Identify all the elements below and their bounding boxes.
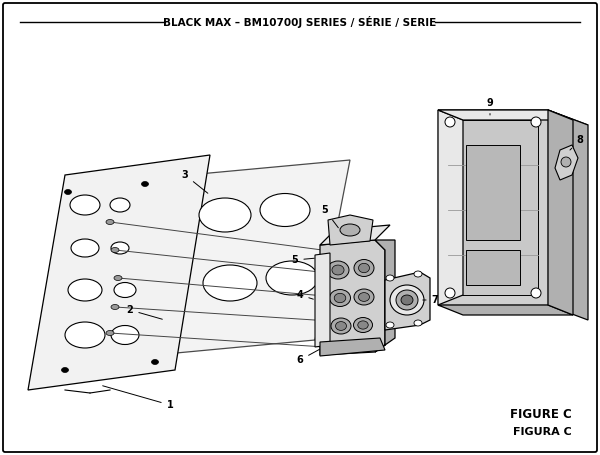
Polygon shape [438, 110, 588, 125]
Ellipse shape [111, 325, 139, 344]
Ellipse shape [386, 322, 394, 328]
Polygon shape [548, 110, 588, 320]
Ellipse shape [111, 304, 119, 309]
Ellipse shape [354, 289, 374, 305]
Ellipse shape [332, 265, 344, 275]
Text: 2: 2 [127, 305, 163, 319]
Ellipse shape [340, 224, 360, 236]
Polygon shape [385, 272, 430, 330]
Ellipse shape [359, 263, 370, 273]
Polygon shape [315, 253, 330, 347]
Text: FIGURA C: FIGURA C [513, 427, 572, 437]
Ellipse shape [386, 275, 394, 281]
Text: 8: 8 [570, 135, 583, 150]
Ellipse shape [106, 330, 114, 335]
Ellipse shape [445, 288, 455, 298]
Polygon shape [328, 215, 373, 245]
Ellipse shape [396, 290, 418, 310]
Ellipse shape [114, 275, 122, 280]
Text: 1: 1 [103, 386, 173, 410]
Polygon shape [320, 338, 385, 356]
Ellipse shape [114, 283, 136, 298]
Ellipse shape [354, 259, 374, 277]
Ellipse shape [111, 248, 119, 253]
Polygon shape [466, 250, 520, 285]
Ellipse shape [335, 322, 347, 330]
Text: 9: 9 [487, 98, 493, 115]
Ellipse shape [561, 157, 571, 167]
Text: 4: 4 [296, 290, 313, 300]
Ellipse shape [142, 182, 149, 187]
Polygon shape [320, 225, 390, 245]
Ellipse shape [334, 293, 346, 303]
Polygon shape [438, 110, 548, 305]
Ellipse shape [414, 320, 422, 326]
Ellipse shape [266, 261, 318, 295]
Ellipse shape [199, 198, 251, 232]
Ellipse shape [401, 295, 413, 305]
Ellipse shape [203, 265, 257, 301]
Ellipse shape [327, 261, 349, 279]
Polygon shape [438, 305, 573, 315]
Ellipse shape [359, 293, 370, 301]
Ellipse shape [358, 321, 368, 329]
Text: FIGURE C: FIGURE C [510, 409, 572, 421]
Ellipse shape [414, 271, 422, 277]
Polygon shape [466, 145, 520, 240]
Ellipse shape [106, 219, 114, 224]
Text: 5: 5 [322, 205, 338, 228]
Polygon shape [438, 110, 463, 305]
Polygon shape [375, 240, 395, 352]
Ellipse shape [342, 320, 348, 324]
Text: BLACK MAX – BM10700J SERIES / SÉRIE / SERIE: BLACK MAX – BM10700J SERIES / SÉRIE / SE… [163, 16, 437, 28]
Ellipse shape [342, 251, 348, 255]
Ellipse shape [151, 359, 158, 364]
Text: 3: 3 [182, 170, 208, 193]
Ellipse shape [329, 289, 350, 307]
Ellipse shape [70, 195, 100, 215]
Polygon shape [548, 110, 573, 315]
Ellipse shape [353, 318, 373, 333]
FancyBboxPatch shape [3, 3, 597, 452]
Ellipse shape [331, 318, 351, 334]
Polygon shape [28, 155, 210, 390]
Polygon shape [438, 110, 573, 120]
Ellipse shape [390, 285, 424, 315]
Text: 5: 5 [292, 255, 314, 265]
Ellipse shape [71, 239, 99, 257]
Ellipse shape [531, 117, 541, 127]
Ellipse shape [445, 117, 455, 127]
Text: 7: 7 [423, 295, 439, 305]
Ellipse shape [531, 288, 541, 298]
Ellipse shape [65, 189, 71, 194]
Ellipse shape [110, 198, 130, 212]
Ellipse shape [345, 296, 351, 300]
Ellipse shape [65, 322, 105, 348]
Polygon shape [555, 145, 578, 180]
Polygon shape [448, 120, 538, 295]
Ellipse shape [68, 279, 102, 301]
Polygon shape [320, 240, 385, 355]
Ellipse shape [260, 193, 310, 227]
Ellipse shape [111, 242, 129, 254]
Polygon shape [155, 160, 350, 355]
Ellipse shape [337, 346, 343, 350]
Text: 6: 6 [296, 349, 320, 365]
Ellipse shape [345, 273, 351, 277]
Ellipse shape [62, 368, 68, 373]
